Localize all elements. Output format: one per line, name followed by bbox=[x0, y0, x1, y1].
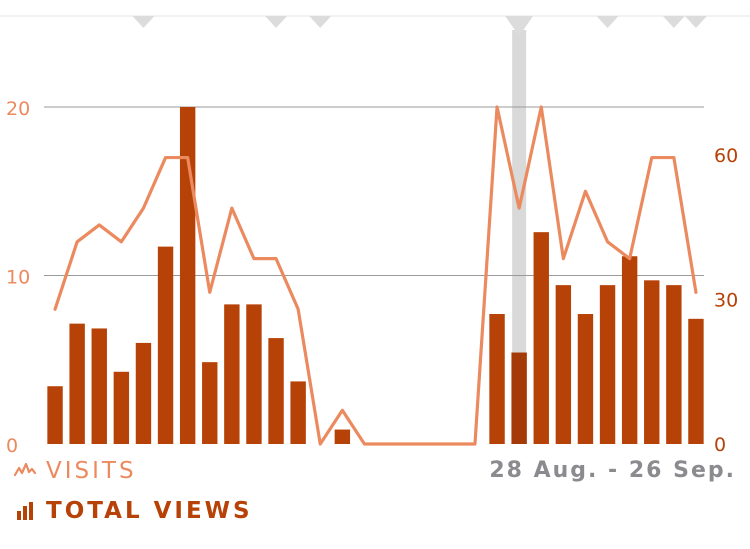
views-bar bbox=[577, 314, 594, 444]
views-bar bbox=[113, 371, 130, 444]
views-bar bbox=[69, 323, 85, 444]
event-marker bbox=[265, 16, 288, 28]
views-bar bbox=[489, 314, 505, 444]
bar-graph-icon bbox=[17, 502, 33, 520]
views-bar bbox=[268, 338, 284, 444]
views-bar bbox=[91, 328, 107, 444]
legend-visits[interactable]: VISITS bbox=[14, 458, 137, 484]
views-bar bbox=[555, 285, 572, 444]
legend-total-views-label: TOTAL VIEWS bbox=[46, 498, 253, 524]
right-axis-tick-label: 0 bbox=[714, 434, 726, 456]
views-bar bbox=[644, 280, 660, 444]
selected-day-highlight bbox=[512, 30, 527, 444]
event-marker bbox=[684, 16, 707, 28]
views-bar bbox=[533, 232, 549, 444]
right-axis-tick-label: 30 bbox=[714, 290, 738, 312]
legend-total-views[interactable]: TOTAL VIEWS bbox=[14, 498, 253, 524]
views-bar bbox=[246, 304, 262, 444]
line-graph-icon bbox=[14, 462, 36, 477]
left-axis-tick-label: 20 bbox=[6, 98, 30, 120]
views-bar bbox=[290, 381, 306, 444]
event-marker bbox=[596, 16, 619, 28]
left-axis-tick-label: 10 bbox=[6, 267, 30, 289]
left-axis-tick-label: 0 bbox=[6, 435, 18, 457]
views-bar bbox=[334, 429, 351, 444]
selected-event-marker bbox=[505, 16, 534, 36]
views-visits-chart[interactable]: 0 10 20 0 30 60 bbox=[0, 0, 750, 460]
visits-line bbox=[53, 105, 698, 446]
views-bar bbox=[599, 285, 616, 444]
date-range-label[interactable]: 28 Aug. - 26 Sep. bbox=[489, 458, 736, 483]
views-bar bbox=[47, 386, 63, 444]
event-marker bbox=[132, 16, 155, 28]
views-bar bbox=[666, 285, 682, 444]
views-bar bbox=[202, 362, 218, 444]
event-marker bbox=[309, 16, 332, 28]
views-bar bbox=[179, 107, 196, 444]
views-bar bbox=[621, 256, 638, 444]
right-axis-tick-label: 60 bbox=[714, 145, 738, 167]
event-marker bbox=[662, 16, 685, 28]
views-bar bbox=[157, 246, 174, 444]
legend-visits-label: VISITS bbox=[46, 458, 137, 484]
views-bar bbox=[688, 318, 704, 444]
views-bar bbox=[135, 342, 152, 444]
views-bar bbox=[224, 304, 240, 444]
views-bar bbox=[511, 352, 527, 444]
